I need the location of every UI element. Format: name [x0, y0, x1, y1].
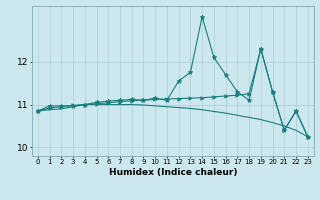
X-axis label: Humidex (Indice chaleur): Humidex (Indice chaleur)	[108, 168, 237, 177]
